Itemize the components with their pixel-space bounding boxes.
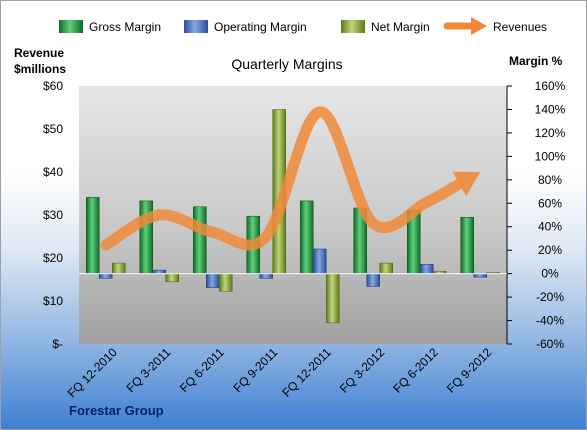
left-axis-title-line1: Revenue bbox=[14, 46, 64, 60]
operating-margin-bar bbox=[313, 248, 327, 274]
x-tick-label: FQ 3-2011 bbox=[124, 345, 174, 395]
operating-margin-bar bbox=[99, 273, 113, 279]
left-tick-label: $60 bbox=[43, 79, 63, 93]
source-label: Forestar Group bbox=[69, 403, 164, 418]
net-margin-bar bbox=[219, 273, 233, 292]
legend-swatch-operating bbox=[184, 20, 208, 33]
right-tick-label: 80% bbox=[538, 173, 562, 187]
revenue-arrow-head bbox=[452, 171, 481, 196]
legend-label-operating: Operating Margin bbox=[214, 20, 307, 34]
revenue-series-line bbox=[100, 106, 465, 251]
left-tick-label: $30 bbox=[43, 208, 63, 222]
gross-margin-bar bbox=[300, 200, 314, 274]
right-tick-label: -60% bbox=[536, 337, 564, 351]
chart-title: Quarterly Margins bbox=[231, 56, 342, 72]
x-tick-label: FQ 9-2011 bbox=[231, 345, 281, 395]
right-axis-ticks: -60% -40% -20% 0% 20% 40% 60% 80% 100% 120% 140% 16… bbox=[506, 79, 566, 351]
left-tick-label: $20 bbox=[43, 251, 63, 265]
legend-label-revenues: Revenues bbox=[493, 20, 547, 34]
legend: Gross Margin Operating Margin Net Margin… bbox=[59, 17, 547, 35]
x-tick-label: FQ 3-2012 bbox=[337, 345, 388, 396]
right-tick-label: 40% bbox=[538, 220, 562, 234]
right-tick-label: 20% bbox=[538, 243, 562, 257]
right-tick-label: 120% bbox=[535, 126, 566, 140]
x-tick-label: FQ 12-2010 bbox=[65, 345, 120, 400]
net-margin-bar bbox=[326, 273, 340, 324]
right-tick-label: 60% bbox=[538, 196, 562, 210]
x-tick-label: FQ 6-2011 bbox=[177, 345, 227, 395]
x-tick-label: FQ 9-2012 bbox=[444, 345, 495, 396]
left-tick-label: $40 bbox=[43, 165, 63, 179]
left-tick-label: $10 bbox=[43, 294, 63, 308]
net-margin-bar bbox=[165, 273, 179, 283]
right-axis-title: Margin % bbox=[509, 54, 563, 68]
gross-margin-bar bbox=[86, 197, 100, 274]
operating-margin-bar bbox=[259, 273, 273, 279]
operating-margin-bar bbox=[366, 273, 380, 287]
left-axis-ticks: $- $10 $20 $30 $40 $50 $60 bbox=[43, 79, 63, 351]
legend-swatch-net bbox=[341, 20, 365, 33]
right-tick-label: 140% bbox=[535, 102, 566, 116]
right-tick-label: 100% bbox=[535, 149, 566, 163]
x-axis-labels: FQ 12-2010 FQ 3-2011 FQ 6-2011 FQ 9-2011FQ … bbox=[65, 345, 495, 400]
gross-margin-bar bbox=[193, 206, 207, 274]
x-tick-label: FQ 12-2011 bbox=[279, 345, 334, 400]
right-tick-label: 0% bbox=[541, 267, 559, 281]
right-tick-label: -20% bbox=[536, 290, 564, 304]
net-margin-bar bbox=[112, 262, 126, 274]
revenue-line bbox=[100, 106, 481, 251]
x-tick-label: FQ 6-2012 bbox=[390, 345, 441, 396]
legend-label-net: Net Margin bbox=[371, 20, 430, 34]
left-tick-label: $- bbox=[52, 337, 63, 351]
legend-swatch-revenues bbox=[443, 17, 487, 35]
operating-margin-bar bbox=[420, 264, 434, 274]
net-margin-bar bbox=[379, 262, 393, 274]
gross-margin-bar bbox=[460, 217, 474, 274]
left-axis-title-line2: $millions bbox=[14, 62, 66, 76]
operating-margin-bar bbox=[206, 273, 220, 288]
right-tick-label: 160% bbox=[535, 79, 566, 93]
legend-label-gross: Gross Margin bbox=[89, 20, 161, 34]
right-tick-label: -40% bbox=[536, 314, 564, 328]
left-tick-label: $50 bbox=[43, 122, 63, 136]
legend-swatch-gross bbox=[59, 20, 83, 33]
